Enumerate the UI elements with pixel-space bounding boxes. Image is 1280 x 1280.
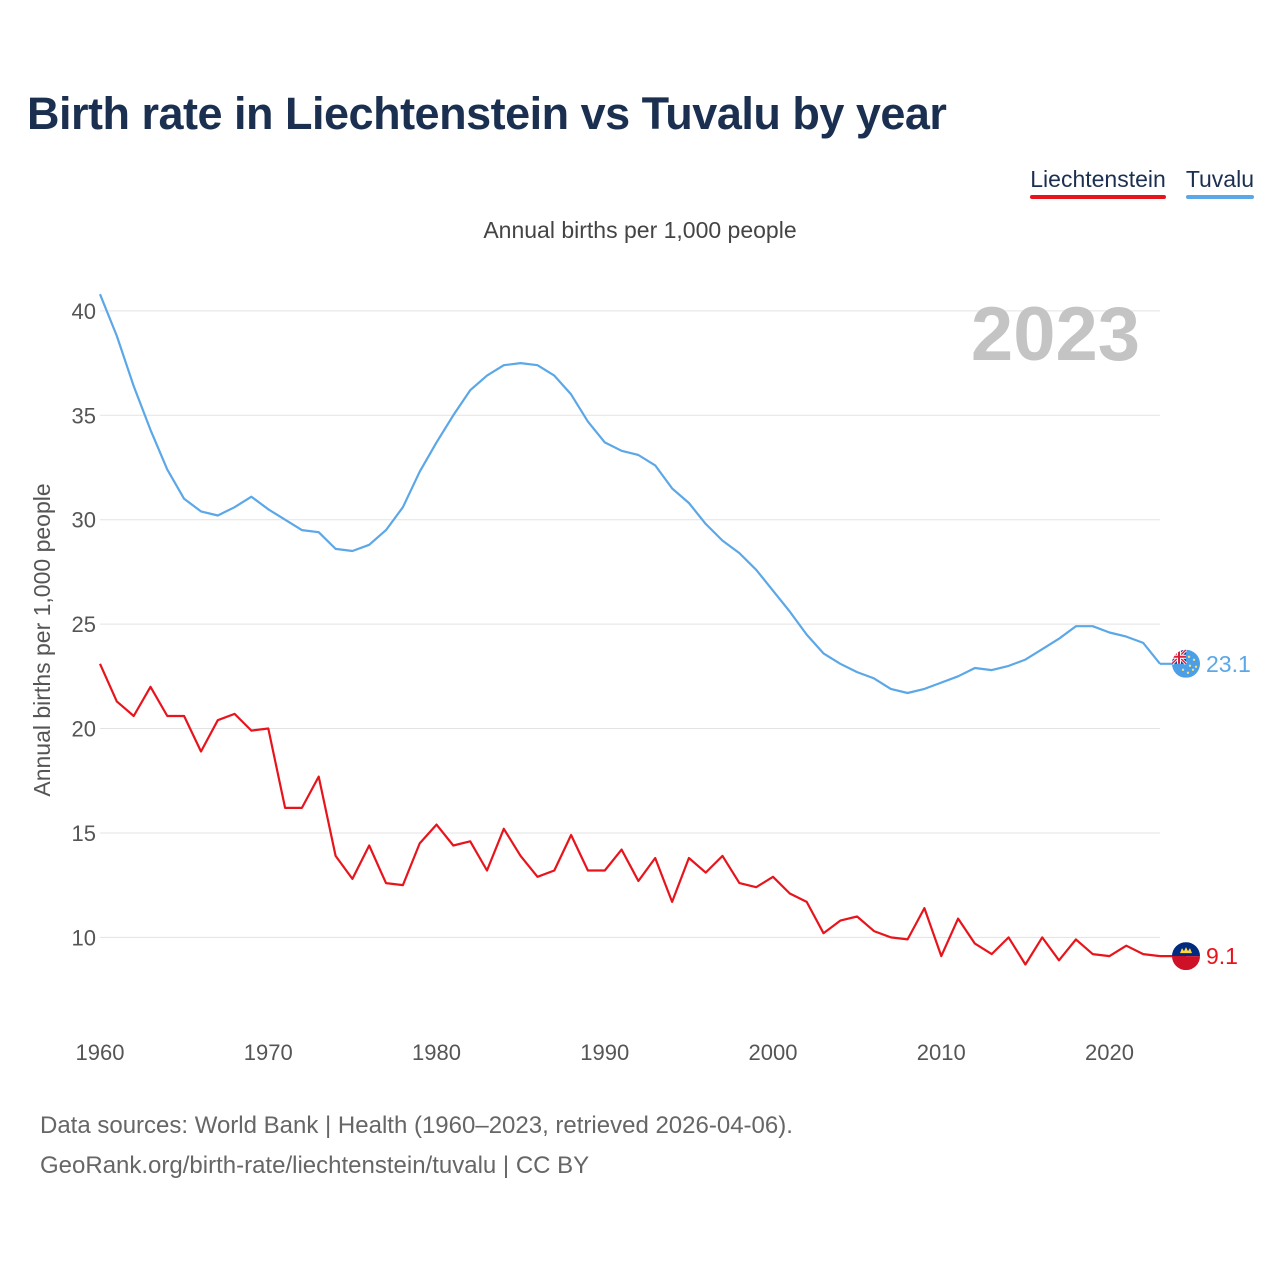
year-watermark: 2023 [971,292,1140,377]
flag-tuvalu-icon [1172,649,1200,678]
chart-title: Birth rate in Liechtenstein vs Tuvalu by… [27,88,947,139]
flag-liechtenstein-icon [1172,942,1200,971]
series-line-liechtenstein [98,663,1161,966]
end-value-label-tuvalu: 23.1 [1206,651,1251,677]
x-tick-label: 2010 [917,1040,966,1065]
y-tick-label: 30 [72,508,96,533]
legend-item-tuvalu[interactable]: Tuvalu [1185,166,1254,199]
x-tick-label: 2000 [749,1040,798,1065]
y-tick-label: 20 [72,717,96,742]
y-tick-label: 25 [72,612,96,637]
y-tick-label: 35 [72,403,96,428]
y-axis-label: Annual births per 1,000 people [29,483,55,796]
series-line-tuvalu [98,293,1161,695]
x-tick-label: 2020 [1085,1040,1134,1065]
x-tick-label: 1960 [76,1040,125,1065]
x-tick-label: 1990 [580,1040,629,1065]
footer: Data sources: World Bank | Health (1960–… [40,1106,793,1186]
footer-link[interactable]: GeoRank.org/birth-rate/liechtenstein/tuv… [40,1152,590,1179]
y-tick-label: 15 [72,821,96,846]
legend-label-tuvalu: Tuvalu [1185,166,1254,192]
legend-swatch-liechtenstein [1030,195,1166,199]
legend-label-liechtenstein: Liechtenstein [1030,166,1166,192]
end-value-label-liechtenstein: 9.1 [1206,943,1238,969]
legend: Liechtenstein Tuvalu [1030,166,1254,199]
x-tick-label: 1970 [244,1040,293,1065]
y-tick-label: 10 [72,925,96,950]
legend-item-liechtenstein[interactable]: Liechtenstein [1030,166,1166,199]
legend-swatch-tuvalu [1185,195,1254,199]
chart-subtitle: Annual births per 1,000 people [483,217,797,243]
line-chart: 10 15 20 25 30 35 40 1960 1970 1980 1990 2000 2010 2… [29,292,1251,1065]
x-tick-label: 1980 [412,1040,461,1065]
footer-source: Data sources: World Bank | Health (1960–… [40,1112,793,1139]
y-tick-label: 40 [72,299,96,324]
